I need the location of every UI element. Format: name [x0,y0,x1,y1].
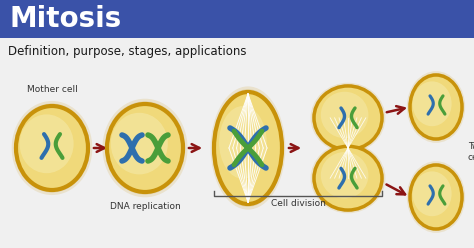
Text: Cell division: Cell division [271,199,326,208]
Ellipse shape [19,114,73,173]
Ellipse shape [412,171,452,216]
Ellipse shape [210,86,285,210]
Ellipse shape [212,89,284,207]
Ellipse shape [409,163,464,231]
Ellipse shape [412,81,452,126]
Ellipse shape [409,73,464,141]
Ellipse shape [14,103,90,192]
Ellipse shape [407,161,465,233]
Ellipse shape [410,75,462,139]
Ellipse shape [314,146,382,210]
Ellipse shape [111,113,168,174]
Ellipse shape [314,86,382,150]
Ellipse shape [310,83,385,153]
Ellipse shape [312,84,383,151]
Ellipse shape [310,143,385,213]
Text: Mitosis: Mitosis [10,5,122,33]
Text: Two daughter
cells: Two daughter cells [468,142,474,162]
Ellipse shape [16,106,88,190]
Bar [0,0,474,38]
Ellipse shape [12,101,92,195]
Ellipse shape [410,165,462,229]
Ellipse shape [407,71,465,143]
Ellipse shape [219,106,267,179]
Ellipse shape [312,145,383,212]
Ellipse shape [214,92,282,204]
Ellipse shape [321,152,368,198]
Ellipse shape [107,104,183,192]
Ellipse shape [102,99,188,197]
Text: Mother cell: Mother cell [27,85,77,94]
Text: DNA replication: DNA replication [109,202,181,211]
Ellipse shape [321,92,368,138]
Ellipse shape [105,101,185,195]
Text: Definition, purpose, stages, applications: Definition, purpose, stages, application… [8,44,246,58]
